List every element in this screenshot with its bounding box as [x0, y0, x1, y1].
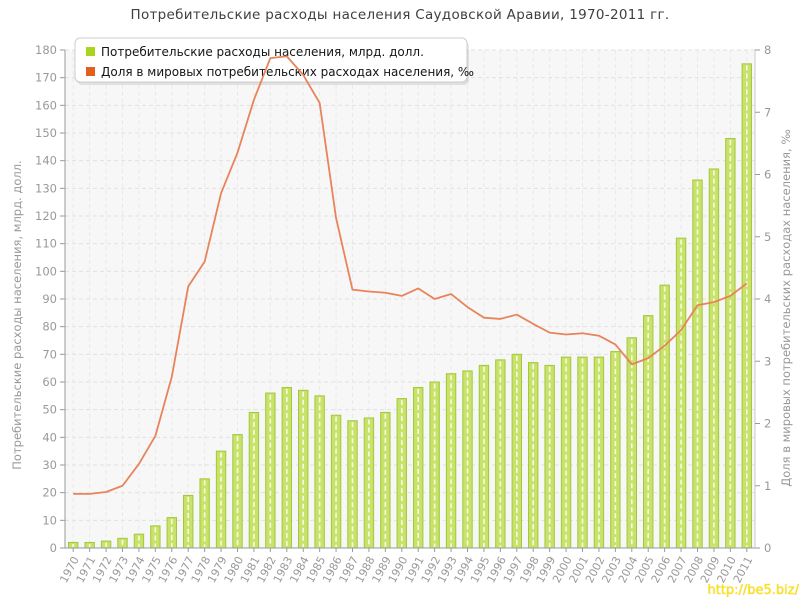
svg-text:70: 70: [42, 347, 57, 361]
world-share-line: [73, 55, 748, 495]
svg-text:0: 0: [50, 541, 57, 555]
svg-text:100: 100: [35, 264, 57, 278]
axes-and-ticks: [60, 49, 760, 552]
bars-series-marker-icon: [86, 47, 95, 56]
svg-text:10: 10: [42, 513, 57, 527]
svg-text:50: 50: [42, 403, 57, 417]
svg-text:30: 30: [42, 458, 57, 472]
svg-text:0: 0: [764, 541, 771, 555]
svg-text:7: 7: [764, 105, 771, 119]
legend-box: [74, 37, 468, 83]
legend: Потребительские расходы населения, млрд.…: [74, 37, 474, 85]
consumer-spending-bars: [68, 63, 752, 549]
svg-text:170: 170: [35, 71, 57, 85]
svg-text:110: 110: [35, 237, 57, 251]
svg-text:90: 90: [42, 292, 57, 306]
svg-text:3: 3: [764, 354, 771, 368]
chart-title: Потребительские расходы населения Саудов…: [130, 7, 670, 23]
svg-text:150: 150: [35, 126, 57, 140]
svg-text:160: 160: [35, 98, 57, 112]
svg-text:60: 60: [42, 375, 57, 389]
svg-text:140: 140: [35, 154, 57, 168]
svg-text:120: 120: [35, 209, 57, 223]
bars-series-legend-label: Потребительские расходы населения, млрд.…: [101, 45, 424, 59]
svg-text:40: 40: [42, 430, 57, 444]
svg-text:130: 130: [35, 181, 57, 195]
svg-text:80: 80: [42, 320, 57, 334]
watermark-url: http://be5.biz/: [707, 583, 799, 598]
line-series-legend-label: Доля в мировых потребительских расходах …: [101, 65, 474, 79]
svg-text:5: 5: [764, 230, 771, 244]
axis-tick-labels: 0102030405060708090100110120130140150160…: [35, 43, 771, 585]
line-series-marker-icon: [86, 67, 95, 76]
svg-text:1: 1: [764, 479, 771, 493]
svg-text:20: 20: [42, 486, 57, 500]
svg-text:2: 2: [764, 417, 771, 431]
svg-text:6: 6: [764, 168, 771, 182]
svg-text:8: 8: [764, 43, 771, 57]
svg-text:4: 4: [764, 292, 771, 306]
svg-text:180: 180: [35, 43, 57, 57]
